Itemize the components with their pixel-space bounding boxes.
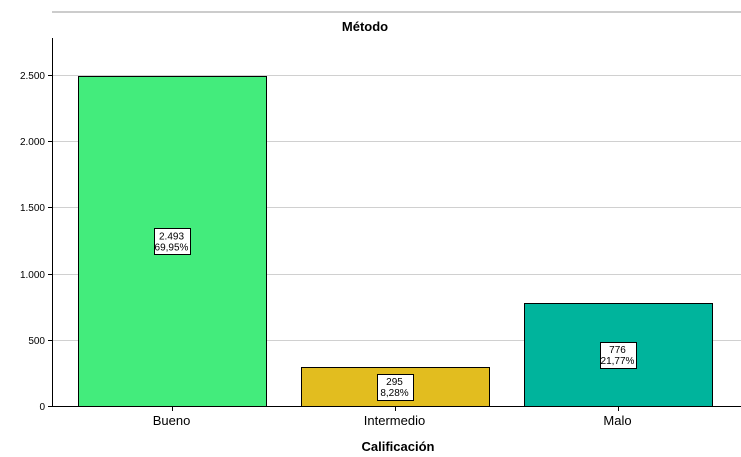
data-label-box [377, 374, 414, 401]
bars [78, 76, 713, 407]
x-category-label: Malo [603, 413, 631, 428]
y-tick-label: 2.500 [20, 71, 45, 82]
data-label-percent: 21,77% [601, 356, 635, 367]
y-tick-label: 2.000 [20, 137, 45, 148]
y-tick-label: 1.000 [20, 270, 45, 281]
data-label-value: 295 [386, 377, 403, 388]
x-category-label: Bueno [153, 413, 191, 428]
y-tick-label: 1.500 [20, 203, 45, 214]
data-label-value: 776 [609, 345, 626, 356]
x-category-labels: Bueno Intermedio Malo [153, 413, 632, 428]
data-label-box [600, 342, 637, 369]
chart-title: Método [342, 19, 388, 34]
x-axis-title: Calificación [362, 439, 435, 454]
data-label-value: 2.493 [159, 231, 184, 242]
data-label-percent: 69,95% [155, 242, 189, 253]
data-label-box [154, 228, 191, 255]
y-tick-label: 500 [28, 336, 45, 347]
axes [48, 38, 741, 411]
y-tick-label: 0 [39, 402, 45, 413]
x-category-label: Intermedio [364, 413, 425, 428]
y-tick-labels: 0 500 1.000 1.500 2.000 2.500 [20, 71, 45, 413]
data-label-percent: 8,28% [380, 388, 408, 399]
